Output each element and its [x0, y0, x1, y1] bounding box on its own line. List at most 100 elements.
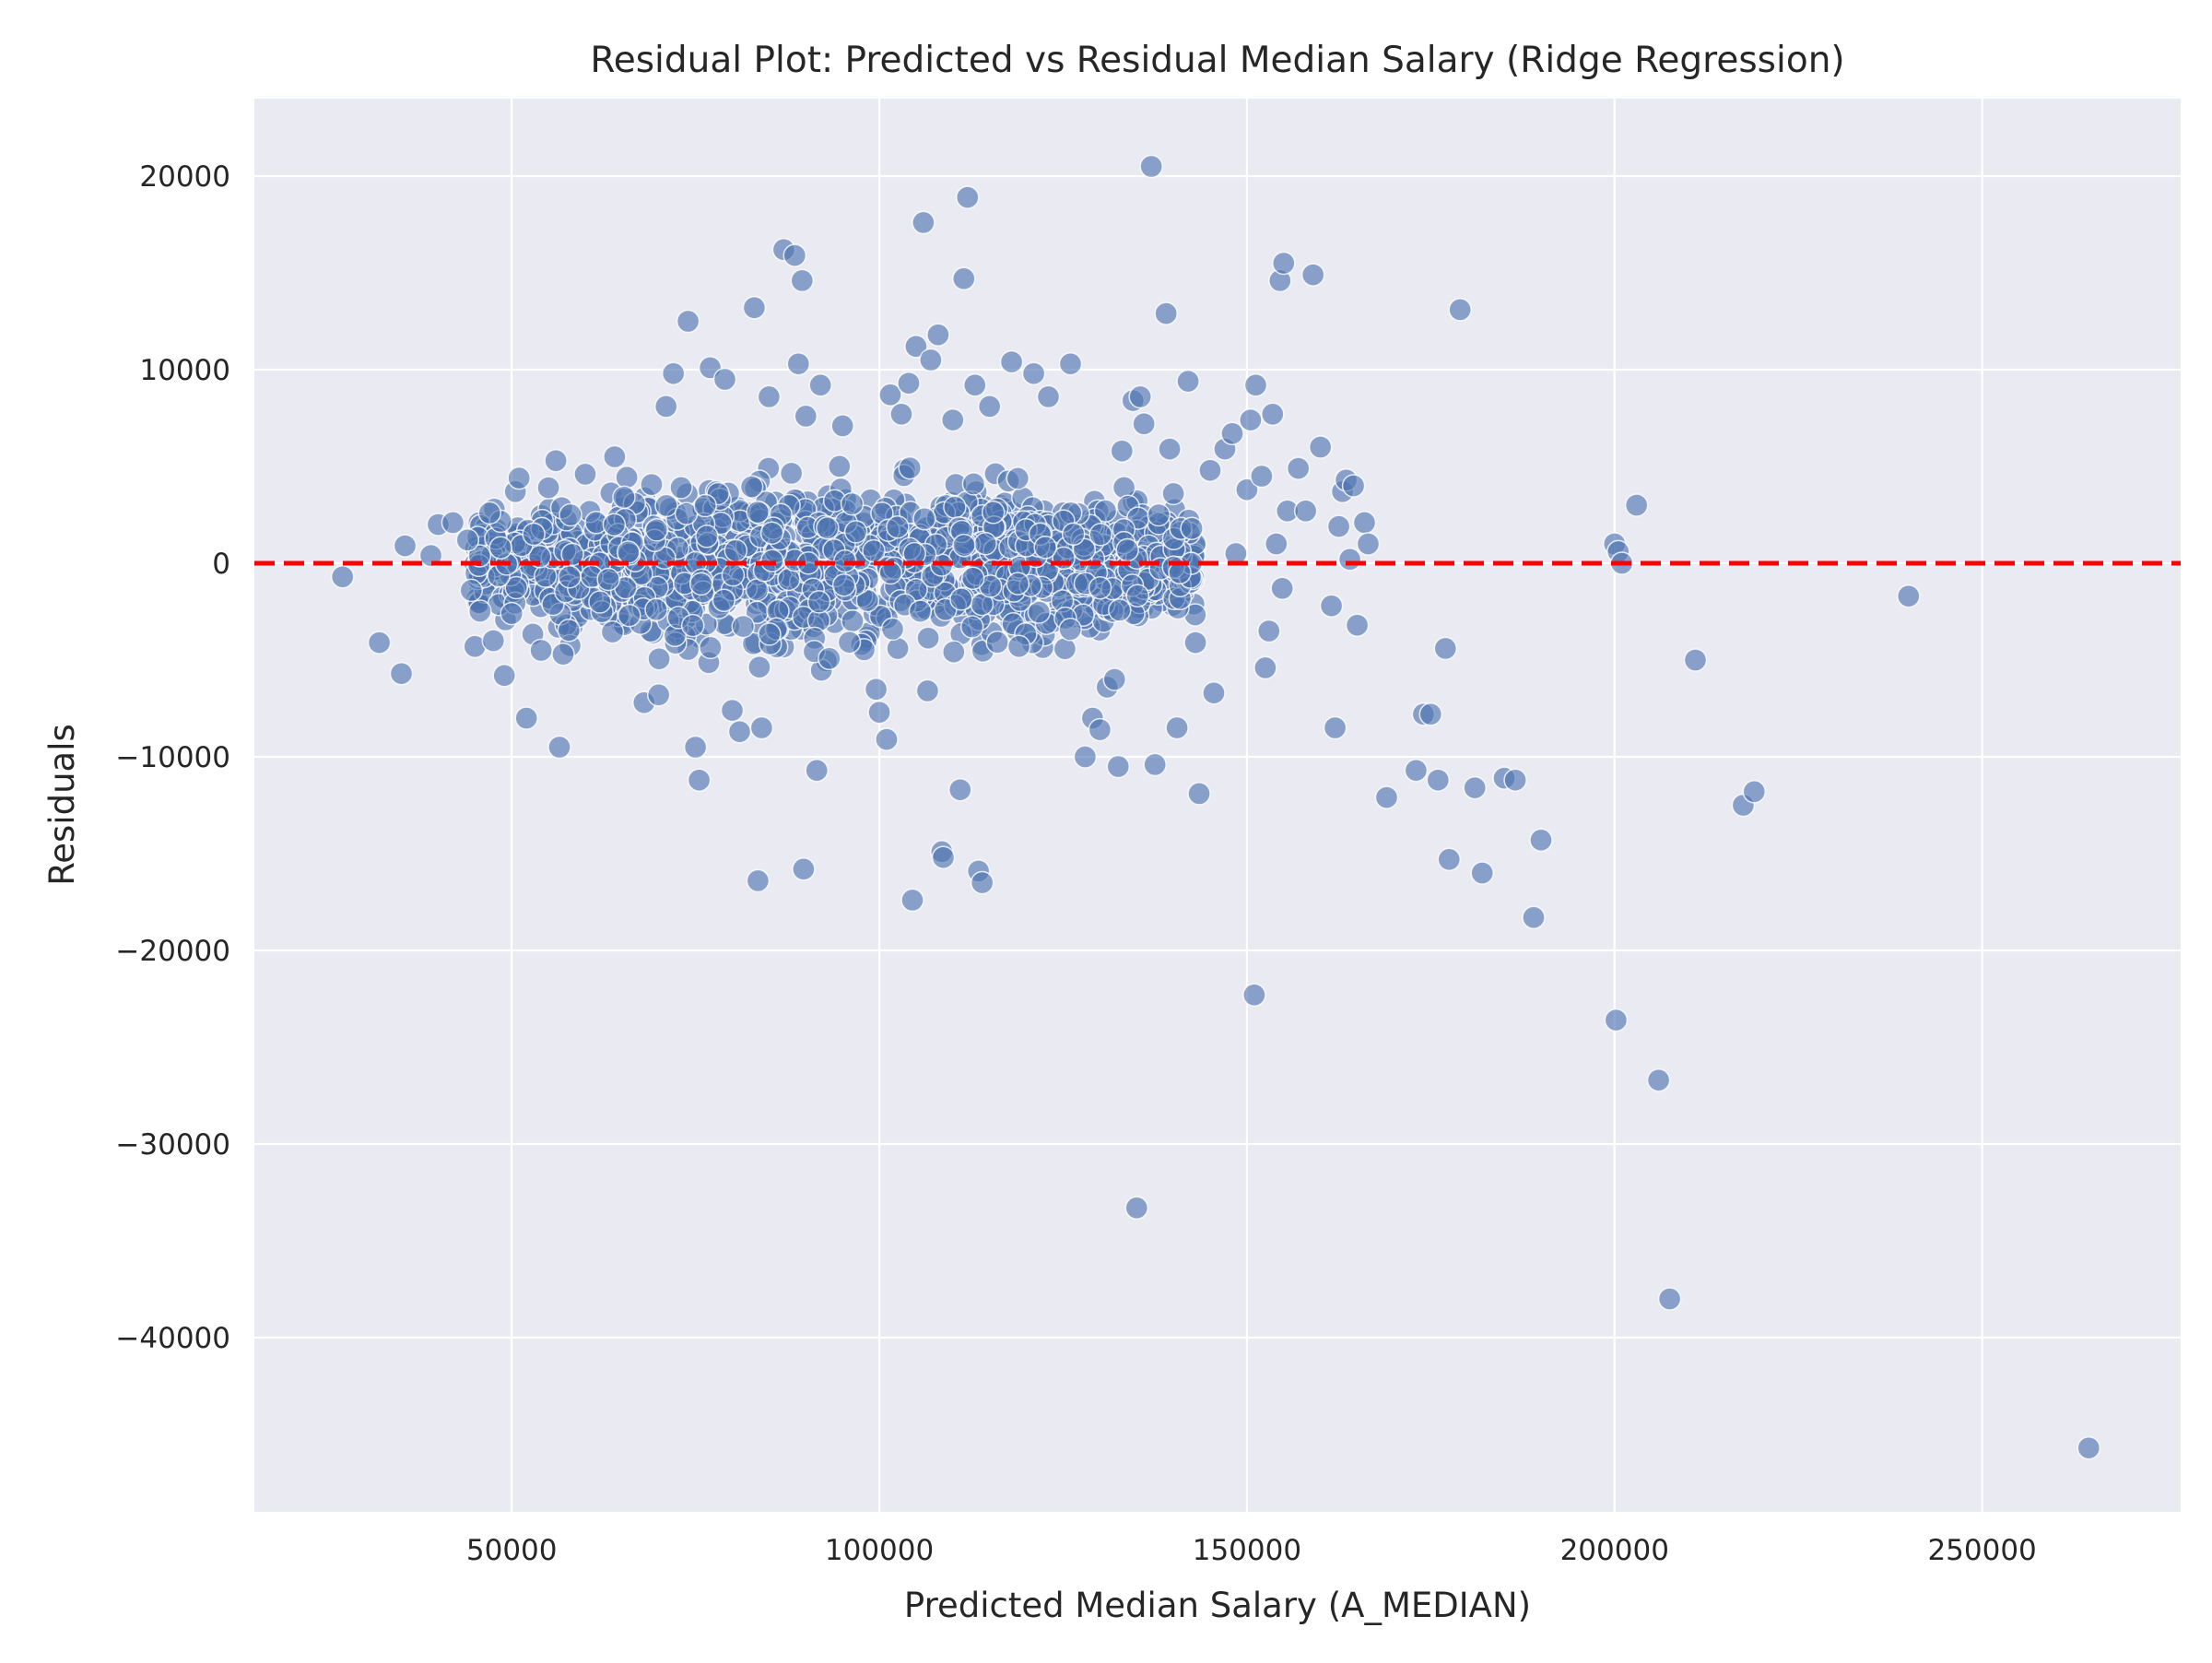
scatter-point	[831, 572, 856, 597]
scatter-point	[931, 845, 956, 869]
x-tick-labels: 50000 100000 150000 200000 250000	[466, 1534, 2037, 1567]
scatter-point	[757, 384, 782, 409]
scatter-point	[1053, 637, 1077, 661]
scatter-point	[904, 335, 928, 359]
scatter-point	[1300, 263, 1325, 287]
scatter-point	[1374, 785, 1399, 809]
scatter-point	[782, 243, 807, 267]
scatter-point	[500, 601, 524, 626]
scatter-point	[915, 678, 940, 703]
scatter-point	[1448, 298, 1472, 322]
scatter-point	[749, 715, 774, 740]
scatter-point	[603, 444, 627, 469]
scatter-point	[731, 614, 756, 639]
scatter-point	[818, 646, 841, 671]
scatter-point	[1250, 464, 1274, 489]
scatter-point	[616, 540, 641, 564]
scatter-point	[721, 563, 746, 587]
scatter-point	[547, 735, 571, 760]
scatter-point	[330, 564, 355, 589]
scatter-point	[1033, 536, 1057, 560]
scatter-point	[536, 476, 560, 500]
scatter-point	[977, 395, 1002, 419]
scatter-point	[912, 210, 935, 235]
scatter-point	[908, 599, 933, 623]
scatter-point	[669, 476, 693, 500]
scatter-point	[1624, 493, 1649, 517]
scatter-point	[1106, 754, 1131, 779]
scatter-point	[926, 323, 950, 347]
plot-area	[254, 99, 2181, 1512]
scatter-point	[1286, 456, 1311, 480]
scatter-point	[1522, 905, 1546, 930]
scatter-point	[507, 466, 531, 490]
scatter-point	[1088, 717, 1112, 742]
scatter-point	[1198, 458, 1222, 482]
scatter-point	[1154, 301, 1178, 325]
scatter-point	[588, 590, 612, 614]
scatter-point	[1128, 384, 1152, 409]
scatter-point	[695, 525, 719, 548]
y-tick-label: 0	[212, 548, 230, 581]
scatter-point	[948, 777, 972, 802]
scatter-point	[393, 534, 418, 558]
scatter-point	[559, 502, 582, 527]
scatter-point	[1058, 618, 1082, 642]
scatter-point	[1272, 251, 1296, 276]
scatter-point	[551, 642, 575, 666]
scatter-point	[760, 548, 784, 572]
scatter-point	[963, 373, 987, 397]
scatter-point	[816, 516, 840, 540]
scatter-point	[862, 538, 886, 563]
scatter-point	[1102, 667, 1127, 691]
scatter-point	[828, 454, 852, 478]
scatter-point	[1093, 499, 1118, 523]
scatter-point	[720, 698, 745, 723]
scatter-point	[687, 768, 712, 792]
scatter-point	[1202, 680, 1226, 705]
scatter-point	[878, 383, 902, 407]
scatter-point	[615, 466, 639, 489]
scatter-point	[1604, 1008, 1629, 1032]
scatter-point	[1147, 502, 1171, 527]
scatter-point	[900, 888, 924, 913]
scatter-point	[529, 638, 553, 663]
scatter-point	[1125, 584, 1150, 607]
scatter-point	[1158, 437, 1182, 461]
scatter-point	[544, 448, 568, 473]
scatter-point	[724, 538, 748, 562]
scatter-point	[746, 868, 771, 893]
scatter-point	[1115, 537, 1139, 562]
scatter-point	[618, 603, 641, 628]
scatter-point	[1337, 548, 1362, 572]
scatter-point	[683, 735, 708, 760]
scatter-point	[1253, 655, 1277, 680]
scatter-point	[952, 266, 976, 291]
scatter-point	[758, 622, 782, 646]
scatter-point	[1235, 478, 1259, 501]
scatter-point	[864, 678, 888, 702]
scatter-point	[602, 513, 627, 537]
scatter-point	[640, 472, 664, 497]
scatter-point	[1165, 715, 1189, 740]
scatter-point	[522, 522, 546, 547]
scatter-point	[985, 631, 1009, 655]
scatter-point	[1187, 782, 1211, 806]
scatter-point	[841, 608, 865, 633]
scatter-point	[1529, 828, 1553, 853]
scatter-point	[1404, 758, 1429, 783]
scatter-point	[1418, 702, 1443, 726]
scatter-point	[676, 309, 700, 334]
x-tick-label: 200000	[1560, 1534, 1669, 1567]
scatter-point	[680, 613, 705, 638]
scatter-point	[455, 528, 480, 552]
scatter-point	[1433, 636, 1458, 661]
scatter-point	[558, 564, 582, 589]
scatter-point	[1243, 373, 1268, 397]
scatter-point	[973, 532, 997, 556]
scatter-point	[1110, 439, 1135, 463]
scatter-point	[1220, 421, 1244, 446]
scatter-point	[886, 636, 910, 661]
scatter-point	[1308, 435, 1333, 459]
